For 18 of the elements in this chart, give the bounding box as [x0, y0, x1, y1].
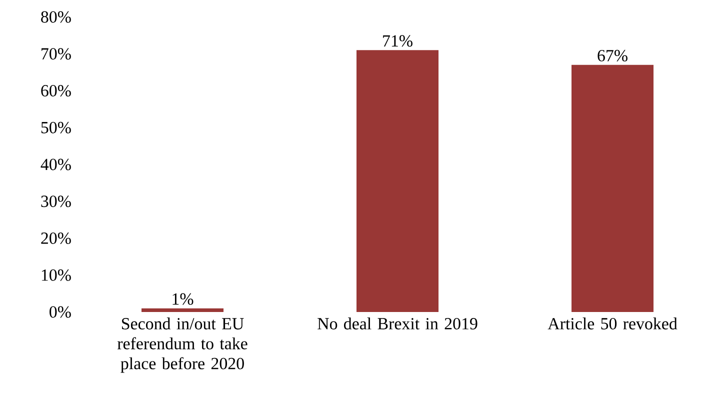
y-tick-label: 20%: [41, 232, 71, 244]
y-tick-label: 40%: [40, 158, 71, 170]
y-tick-label: 10%: [42, 269, 71, 281]
x-tick-label: Article 50 revoked: [548, 318, 678, 330]
bar: [356, 50, 439, 312]
x-tick-label: No deal Brexit in 2019: [318, 318, 478, 330]
data-label: 1%: [172, 293, 194, 305]
data-label: 71%: [383, 35, 412, 47]
y-tick-label: 50%: [41, 122, 71, 134]
data-label: 67%: [598, 50, 628, 62]
y-tick-label: 60%: [41, 85, 71, 96]
y-tick-label: 30%: [41, 196, 71, 208]
y-tick-label: 80%: [41, 11, 71, 23]
y-tick-label: 0%: [50, 306, 71, 318]
bar: [572, 64, 654, 312]
y-tick-label: 70%: [42, 48, 71, 60]
bar: [142, 308, 224, 312]
x-tick-label: Second in/out EU referendum to take place before 2020: [117, 318, 248, 373]
